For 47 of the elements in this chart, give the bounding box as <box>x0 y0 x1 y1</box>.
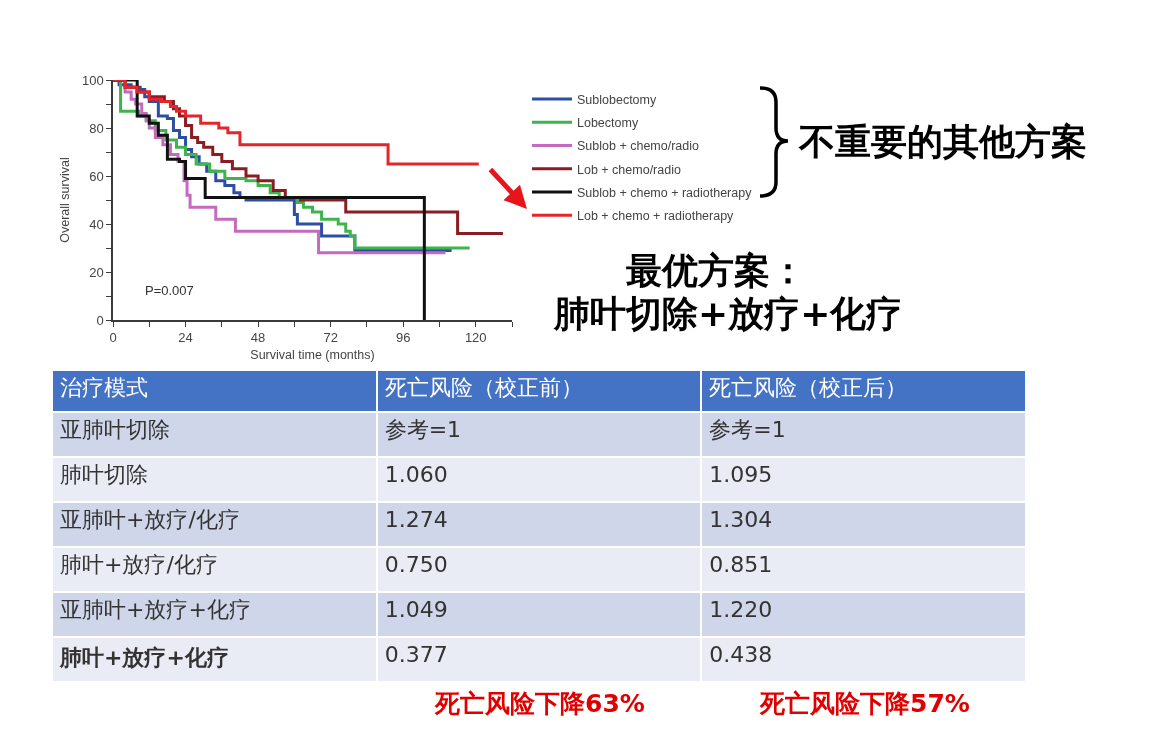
text: 死亡风险下降57% <box>759 689 970 718</box>
category-label: 死亡风险（校正后） <box>709 374 908 400</box>
text: 不重要的其他方案 <box>798 121 1087 162</box>
category-label: 肺叶+放疗+化疗 <box>60 645 229 670</box>
legend-label: Lob + chemo/radio <box>577 162 681 177</box>
text: 肺叶切除+放疗+化疗 <box>553 293 903 334</box>
y-tick-label: 0 <box>96 312 104 328</box>
legend-label: Sublob + chemo/radio <box>577 139 700 154</box>
x-tick-label: 120 <box>464 330 487 346</box>
x-tick-label: 96 <box>395 330 411 346</box>
x-tick-label: 24 <box>178 330 193 346</box>
category-label: 亚肺叶切除 <box>60 416 170 442</box>
legend-label: Lob + chemo + radiotherapy <box>577 209 735 224</box>
y-tick-label: 40 <box>89 216 104 232</box>
text: 1.060 <box>384 461 448 487</box>
category-label: 肺叶切除 <box>60 461 148 487</box>
text: 1.049 <box>384 596 448 622</box>
text: 死亡风险下降63% <box>434 689 645 718</box>
y-axis-title: Overall survival <box>57 157 72 243</box>
category-label: 肺叶+放疗/化疗 <box>60 551 218 577</box>
legend-label: Sublobectomy <box>577 92 657 107</box>
text: 0.438 <box>709 641 773 667</box>
x-tick-label: 72 <box>323 330 338 346</box>
text: 最优方案： <box>626 250 806 291</box>
annotation: P=0.007 <box>145 283 194 298</box>
x-axis-title: Survival time (months) <box>250 348 375 363</box>
text: 0.377 <box>384 641 448 667</box>
category-label: 亚肺叶+放疗/化疗 <box>60 506 240 532</box>
x-tick-label: 48 <box>250 330 266 346</box>
y-tick-label: 60 <box>89 168 104 184</box>
y-tick-label: 100 <box>81 72 104 88</box>
text: 1.220 <box>709 596 773 622</box>
text: 1.095 <box>709 461 773 487</box>
text: 治疗模式 <box>60 374 148 400</box>
text: 0.750 <box>384 551 448 577</box>
legend-label: Sublob + chemo + radiotherapy <box>577 185 753 200</box>
text: 0.851 <box>709 551 773 577</box>
x-tick-label: 0 <box>109 330 117 346</box>
legend-label: Lobectomy <box>577 116 639 131</box>
text: 参考=1 <box>709 416 786 442</box>
y-tick-label: 20 <box>89 264 104 280</box>
y-tick-label: 80 <box>89 120 104 136</box>
text: 参考=1 <box>384 416 462 442</box>
text: 1.274 <box>384 506 448 532</box>
category-label: 亚肺叶+放疗+化疗 <box>60 596 251 622</box>
text: 1.304 <box>709 506 773 532</box>
category-label: 死亡风险（校正前） <box>384 374 583 400</box>
